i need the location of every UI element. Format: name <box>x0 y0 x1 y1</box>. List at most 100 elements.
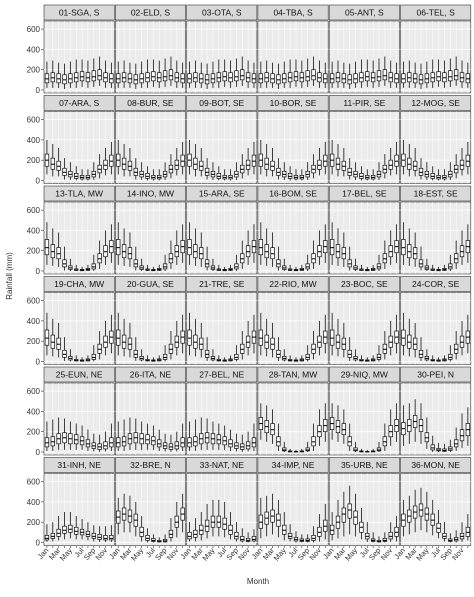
box <box>305 70 310 82</box>
box <box>376 70 382 82</box>
y-tick-label: 600 <box>27 297 41 306</box>
y-tick-label: 600 <box>27 478 41 487</box>
strip <box>400 95 472 111</box>
strip <box>400 276 472 292</box>
y-tick-label: 400 <box>27 45 41 54</box>
strip <box>43 95 115 111</box>
panel <box>400 201 472 275</box>
panel <box>186 292 258 365</box>
panel-title: 04-TBA, S <box>273 8 313 18</box>
panel <box>43 382 115 456</box>
box <box>341 507 347 523</box>
strip <box>328 276 400 292</box>
panel <box>115 473 186 546</box>
box <box>109 535 114 541</box>
box <box>347 503 352 519</box>
panel <box>400 382 472 456</box>
y-tick-label: 200 <box>27 428 41 437</box>
strip <box>186 185 258 202</box>
x-tick-label: Nov <box>307 546 323 562</box>
box <box>91 70 96 82</box>
x-tick-label: May <box>343 546 359 563</box>
strip <box>328 4 400 21</box>
x-axis-label: Month <box>247 577 269 586</box>
panel-title: 16-BOM, SE <box>269 189 317 199</box>
panel-title: 11-PIR, SE <box>343 98 385 108</box>
panel-title: 14-INO, MW <box>127 189 174 199</box>
panel <box>43 201 115 275</box>
strip <box>115 4 186 21</box>
strip <box>328 366 400 383</box>
strip <box>328 457 400 473</box>
y-tick-label: 0 <box>36 357 41 366</box>
y-tick-label: 0 <box>36 538 41 547</box>
y-tick-label: 200 <box>27 337 41 346</box>
y-tick-label: 400 <box>27 317 41 326</box>
panel <box>186 20 258 94</box>
x-tick-label: May <box>58 546 74 563</box>
panel-title: 32-BRE, N <box>130 460 171 470</box>
panel <box>400 473 472 546</box>
strip <box>115 276 186 292</box>
strip <box>400 366 472 383</box>
y-tick-label: 600 <box>27 25 41 34</box>
strip <box>43 185 115 202</box>
panel-title: 26-ITA, NE <box>130 370 172 380</box>
panel-title: 24-COR, SE <box>412 279 460 289</box>
strip <box>43 276 115 292</box>
panel-title: 36-MON, NE <box>411 460 460 470</box>
box <box>448 70 453 82</box>
box <box>453 69 459 81</box>
x-tick-label: May <box>272 546 288 563</box>
strip <box>328 95 400 111</box>
box <box>187 531 192 540</box>
panel-title: 19-CHA, MW <box>54 279 104 289</box>
panel-title: 30-PEI, N <box>417 370 454 380</box>
panel-title: 12-MOG, SE <box>411 98 460 108</box>
box <box>103 535 108 541</box>
panel <box>115 20 186 94</box>
y-tick-label: 200 <box>27 156 41 165</box>
y-tick-label: 200 <box>27 247 41 256</box>
panel <box>115 111 186 184</box>
y-tick-label: 400 <box>27 498 41 507</box>
box <box>44 535 50 541</box>
strip <box>257 4 329 21</box>
strip <box>115 185 186 202</box>
y-tick-label: 400 <box>27 136 41 145</box>
x-tick-label: Nov <box>236 546 252 562</box>
panel <box>257 20 329 94</box>
box <box>388 531 393 540</box>
box <box>240 69 245 81</box>
strip <box>43 457 115 473</box>
panel <box>257 473 329 546</box>
panel-title: 07-ARA, S <box>59 98 99 108</box>
panel-title: 03-OTA, S <box>202 8 242 18</box>
panel-title: 35-URB, NE <box>341 460 388 470</box>
panel-title: 22-RIO, MW <box>269 279 316 289</box>
x-tick-label: May <box>129 546 145 563</box>
strip <box>186 95 258 111</box>
y-tick-label: 0 <box>36 86 41 95</box>
box <box>168 69 174 81</box>
x-tick-label: Nov <box>450 546 466 562</box>
strip <box>43 4 115 21</box>
y-tick-label: 600 <box>27 206 41 215</box>
panel-title: 05-ANT, S <box>345 8 384 18</box>
y-tick-label: 600 <box>27 116 41 125</box>
x-tick-label: Nov <box>379 546 395 562</box>
panel <box>257 382 329 456</box>
panel <box>328 292 400 365</box>
x-tick-label: Nov <box>94 546 110 562</box>
panel <box>328 473 400 546</box>
strip <box>186 276 258 292</box>
strip <box>115 457 186 473</box>
panel <box>43 292 115 365</box>
strip <box>257 185 329 202</box>
panel-title: 31-INH, NE <box>57 460 101 470</box>
y-tick-label: 200 <box>27 66 41 75</box>
x-tick-label: Nov <box>165 546 181 562</box>
y-axis-label: Rainfall (mm) <box>5 252 14 300</box>
panel-title: 01-SGA, S <box>59 8 100 18</box>
